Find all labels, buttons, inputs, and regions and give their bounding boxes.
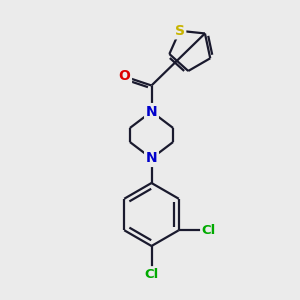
Text: Cl: Cl bbox=[202, 224, 216, 237]
Text: N: N bbox=[146, 105, 157, 118]
Text: Cl: Cl bbox=[144, 268, 159, 281]
Text: N: N bbox=[146, 152, 157, 165]
Text: S: S bbox=[175, 24, 185, 38]
Text: O: O bbox=[118, 70, 130, 83]
